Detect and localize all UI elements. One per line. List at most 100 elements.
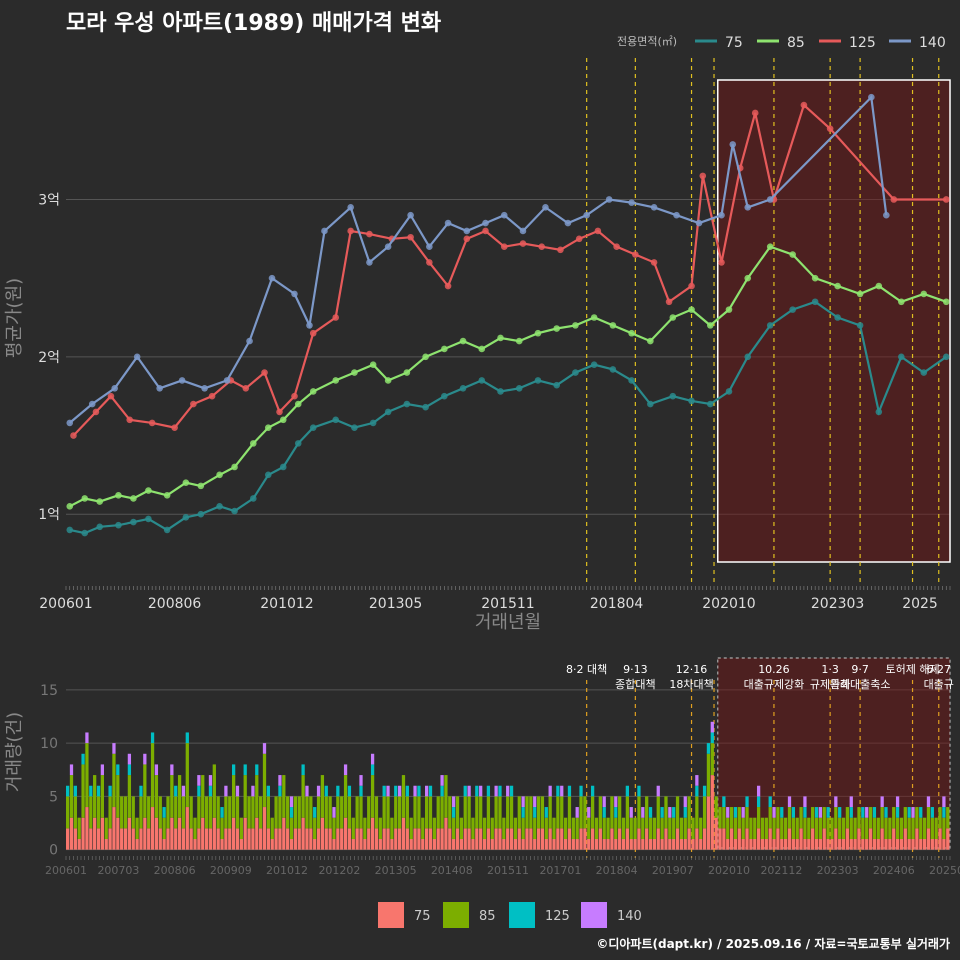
legend-top: 전용면적(㎡) 75 85 125 140 — [617, 35, 946, 51]
bar-125 — [66, 785, 70, 797]
policy-annotation: 9·7 — [851, 663, 869, 676]
bar-85 — [440, 796, 444, 829]
data-point-75 — [294, 440, 302, 447]
bar-140 — [262, 743, 267, 754]
data-point-75 — [115, 521, 122, 529]
data-point-75 — [766, 322, 774, 329]
bar-85 — [193, 817, 197, 840]
bar-125 — [814, 807, 819, 818]
data-point-75 — [553, 381, 560, 389]
bar-140 — [112, 743, 116, 754]
bar-125 — [498, 785, 502, 797]
bar-85 — [147, 796, 151, 829]
bar-85 — [216, 796, 220, 829]
data-point-125 — [718, 259, 725, 266]
bar-75 — [231, 817, 236, 850]
bar-85 — [231, 775, 236, 818]
data-point-125 — [519, 240, 527, 247]
data-point-85 — [834, 282, 841, 290]
bar-125 — [706, 743, 711, 754]
data-point-85 — [766, 243, 774, 250]
bar-85 — [490, 817, 494, 840]
bar-75 — [471, 839, 475, 850]
bar-140 — [741, 807, 745, 818]
bar-85 — [158, 796, 162, 829]
data-point-125 — [557, 246, 564, 254]
bar-85 — [131, 796, 135, 829]
bar-75 — [718, 828, 722, 850]
data-point-75 — [130, 518, 137, 526]
bar-75 — [845, 828, 850, 850]
bar-85 — [830, 817, 834, 840]
bar-85 — [502, 817, 506, 840]
bar-85 — [606, 817, 610, 840]
bar-85 — [486, 796, 491, 829]
bar-140 — [359, 775, 363, 786]
bar-75 — [274, 828, 278, 850]
bar-75 — [934, 839, 938, 850]
bar-140 — [479, 785, 483, 797]
bar-75 — [374, 828, 379, 850]
bar-75 — [123, 828, 128, 850]
bar-85 — [243, 775, 247, 818]
bar-85 — [803, 817, 807, 840]
bar-75 — [343, 817, 348, 850]
bar-125 — [733, 807, 738, 818]
data-point-125 — [800, 101, 808, 109]
data-point-85 — [231, 463, 238, 471]
data-point-140 — [201, 385, 208, 392]
bar-125 — [208, 785, 213, 797]
bar-85 — [737, 807, 741, 829]
bar-140 — [521, 796, 525, 808]
data-point-140 — [628, 199, 635, 206]
data-point-75 — [811, 298, 819, 306]
data-point-75 — [182, 514, 190, 521]
data-point-75 — [572, 369, 579, 376]
bar-85 — [876, 817, 880, 840]
bar-75 — [367, 828, 371, 850]
data-point-140 — [133, 353, 141, 361]
data-point-85 — [669, 314, 677, 321]
bar-75 — [181, 828, 186, 850]
bar-75 — [401, 817, 406, 850]
bar-125 — [197, 785, 201, 797]
bar-75 — [313, 839, 317, 850]
bar-140 — [602, 796, 606, 808]
bar-85 — [868, 807, 873, 829]
bar-85 — [818, 817, 823, 840]
bar-85 — [463, 796, 467, 829]
data-point-85 — [875, 282, 883, 290]
bar-75 — [594, 839, 599, 850]
data-point-125 — [699, 172, 707, 180]
bar-75 — [189, 828, 193, 850]
bar-75 — [131, 828, 135, 850]
bar-85 — [343, 775, 348, 818]
bar-85 — [120, 796, 124, 829]
bar-75 — [741, 839, 745, 850]
data-point-75 — [534, 377, 542, 384]
bar-85 — [301, 775, 305, 818]
y-tick-label: 2억 — [38, 350, 60, 366]
data-point-85 — [182, 479, 190, 487]
bar-75 — [177, 817, 182, 850]
data-point-125 — [688, 282, 695, 290]
price-panel: 1억 2억 3억 200601 200806 201012 201305 201511 2018… — [4, 35, 951, 633]
data-point-75 — [231, 507, 238, 515]
bar-75 — [857, 828, 861, 850]
bar-75 — [309, 828, 313, 850]
data-point-140 — [366, 259, 373, 266]
bar-75 — [602, 839, 606, 850]
data-point-125 — [148, 419, 156, 427]
policy-annotation: 종합대책 — [615, 678, 655, 691]
bar-140 — [208, 775, 213, 786]
bar-75 — [413, 828, 417, 850]
data-point-140 — [883, 211, 890, 219]
data-point-75 — [725, 388, 733, 395]
data-point-85 — [163, 492, 171, 499]
bar-75 — [166, 828, 170, 850]
bar-85 — [220, 817, 224, 840]
bar-140 — [911, 807, 915, 818]
bar-85 — [529, 796, 533, 829]
data-point-140 — [695, 219, 703, 227]
bar-85 — [841, 817, 846, 840]
